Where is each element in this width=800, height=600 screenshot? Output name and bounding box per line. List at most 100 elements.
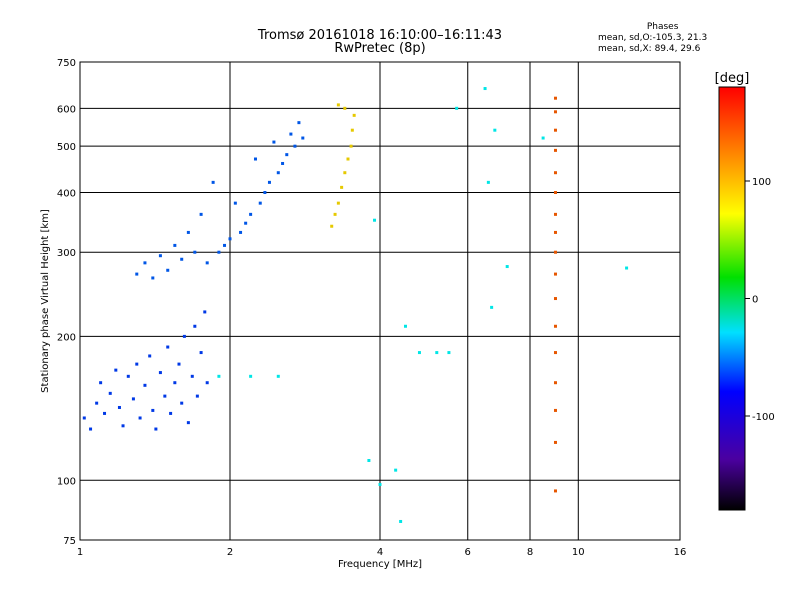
data-point [281,161,285,165]
plot-grid [79,61,681,541]
data-point [205,261,209,265]
data-point [367,458,371,462]
data-point [447,351,451,355]
data-point [349,144,353,148]
data-point [205,381,209,385]
data-point [199,212,203,216]
data-point [211,180,215,184]
data-point [553,272,557,276]
data-point [272,140,276,144]
data-point [151,408,155,412]
data-point [180,401,184,405]
data-point [117,405,121,409]
data-point [553,324,557,328]
data-point [553,489,557,493]
data-point [553,110,557,114]
data-point [301,136,305,140]
y-tick-label: 400 [57,188,76,199]
data-point [89,427,93,431]
data-point [483,87,487,91]
data-point [186,230,190,234]
x-tick-label: 6 [465,547,471,558]
data-point [625,266,629,270]
x-tick-label: 4 [377,547,383,558]
data-point [173,243,177,247]
data-point [166,345,170,349]
data-point [173,381,177,385]
y-tick-label: 750 [57,58,76,69]
data-point [244,221,248,225]
data-point [217,250,221,254]
data-point [553,440,557,444]
data-point [135,362,139,366]
data-point [343,171,347,175]
data-point [403,324,407,328]
data-point [553,96,557,100]
data-point [143,261,147,265]
data-point [108,391,112,395]
y-tick-label: 200 [57,332,76,343]
data-point [263,190,267,194]
x-axis: 1 2 4 6 8 10 16 [77,547,687,558]
data-point [126,374,130,378]
data-point [193,324,197,328]
data-point [486,180,490,184]
data-point [553,230,557,234]
data-point [267,180,271,184]
plot-frame [79,61,681,541]
data-point [330,224,334,228]
data-point [203,310,207,314]
data-point [333,212,337,216]
colorbar-gradient [718,86,746,511]
data-point [163,394,167,398]
data-points [82,87,629,523]
phases-o-line: mean, sd,O:-105.3, 21.3 [598,33,708,43]
data-point [455,106,459,110]
data-point [352,113,356,117]
chart-title: Tromsø 20161018 16:10:00–16:11:43 [257,28,503,43]
chart-subtitle: RwPretec (8p) [334,41,426,56]
x-axis-label: Frequency [MHz] [338,559,422,570]
data-point [285,153,289,157]
data-point [223,243,227,247]
colorbar-tick-label: -100 [752,412,775,423]
data-point [195,394,199,398]
data-point [553,351,557,355]
data-point [177,362,181,366]
colorbar-tick-label: 0 [752,295,758,306]
data-point [399,519,403,523]
data-point [553,250,557,254]
data-point [553,128,557,132]
data-point [417,351,421,355]
data-point [143,383,147,387]
data-point [131,397,135,401]
data-point [233,201,237,205]
data-point [553,297,557,301]
data-point [340,185,344,189]
data-point [490,305,494,309]
data-point [253,157,257,161]
data-point [553,171,557,175]
data-point [553,212,557,216]
data-point [553,190,557,194]
y-tick-label: 600 [57,104,76,115]
data-point [293,144,297,148]
data-point [158,371,162,375]
y-tick-label: 75 [63,536,76,547]
data-point [190,374,194,378]
data-point [193,250,197,254]
data-point [378,482,382,486]
phases-heading: Phases [646,22,679,32]
data-point [151,276,155,280]
phases-x-line: mean, sd,X: 89.4, 29.6 [598,44,701,54]
data-point [186,421,190,425]
data-point [435,351,439,355]
data-point [336,201,340,205]
data-point [373,218,377,222]
y-tick-label: 500 [57,142,76,153]
data-point [103,411,107,415]
data-point [154,427,158,431]
data-point [394,468,398,472]
data-point [228,237,232,241]
